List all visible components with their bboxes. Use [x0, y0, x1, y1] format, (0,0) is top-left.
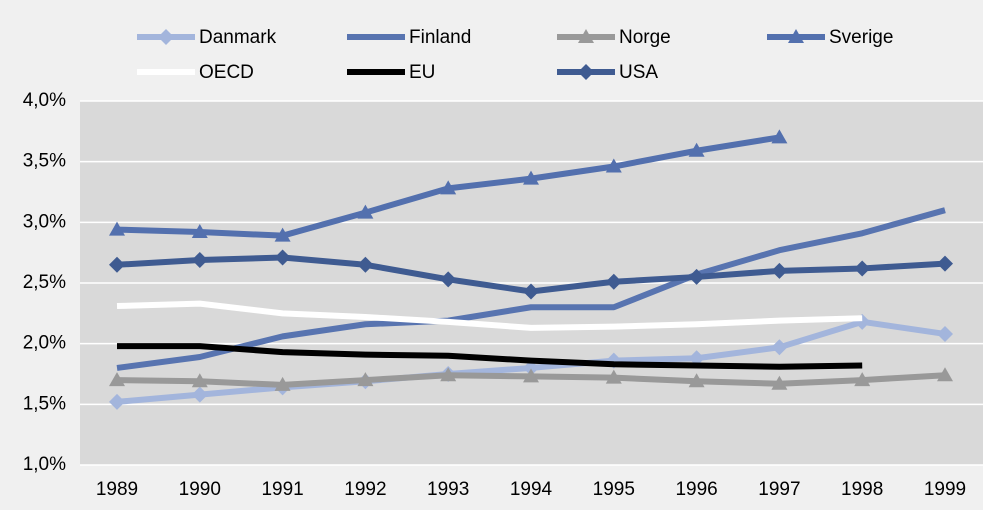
point-marker: [688, 268, 705, 285]
x-tick-label: 1990: [179, 479, 221, 500]
legend-label: EU: [409, 62, 435, 83]
legend-label: USA: [619, 62, 658, 83]
legend-marker: [158, 29, 174, 45]
y-tick-label: 3,0%: [23, 211, 66, 232]
point-marker: [274, 227, 291, 242]
legend-label: OECD: [199, 62, 254, 83]
y-tick-label: 1,0%: [23, 454, 66, 475]
point-marker: [191, 373, 208, 388]
point-marker: [523, 368, 539, 383]
x-tick-label: 1998: [841, 479, 883, 500]
point-marker: [109, 393, 125, 410]
legend-label: Sverige: [829, 27, 893, 48]
x-tick-label: 1994: [510, 479, 553, 500]
point-marker: [191, 386, 208, 403]
x-tick-label: 1995: [593, 479, 635, 500]
y-tick-label: 1,5%: [23, 393, 66, 414]
point-marker: [937, 255, 953, 272]
legend-marker: [788, 29, 804, 43]
point-marker: [191, 224, 208, 239]
point-marker: [688, 373, 705, 388]
legend-label: Finland: [409, 27, 471, 48]
point-marker: [357, 372, 374, 387]
point-marker: [523, 359, 539, 376]
series-line: [117, 343, 863, 370]
point-marker: [771, 339, 788, 356]
point-marker: [357, 256, 374, 273]
point-marker: [523, 170, 539, 185]
point-marker: [854, 260, 871, 277]
point-marker: [605, 273, 622, 290]
legend-label: Norge: [619, 27, 671, 48]
series-line: [116, 207, 946, 371]
x-tick-label: 1991: [261, 479, 303, 500]
x-tick-label: 1999: [924, 479, 966, 500]
point-marker: [440, 180, 457, 195]
x-tick-label: 1989: [96, 479, 138, 500]
point-marker: [771, 262, 788, 279]
y-tick-label: 4,0%: [23, 90, 66, 111]
point-marker: [688, 350, 705, 367]
point-marker: [274, 376, 291, 391]
point-marker: [109, 256, 125, 273]
y-tick-label: 2,5%: [23, 272, 66, 293]
point-marker: [109, 221, 125, 236]
x-tick-label: 1996: [675, 479, 717, 500]
point-marker: [605, 158, 622, 173]
point-marker: [937, 325, 953, 342]
point-marker: [191, 251, 208, 268]
legend-marker: [578, 29, 594, 43]
point-marker: [605, 369, 622, 384]
point-marker: [771, 375, 788, 390]
y-tick-label: 3,5%: [23, 151, 66, 172]
x-tick-label: 1997: [758, 479, 800, 500]
point-marker: [688, 142, 705, 157]
point-marker: [440, 367, 457, 382]
legend-marker: [578, 64, 594, 80]
point-marker: [109, 372, 125, 387]
point-marker: [771, 129, 788, 144]
y-tick-label: 2,0%: [23, 333, 66, 354]
point-marker: [357, 204, 374, 219]
x-tick-label: 1992: [344, 479, 386, 500]
point-marker: [274, 249, 291, 266]
series-line: [116, 300, 863, 331]
x-tick-label: 1993: [427, 479, 469, 500]
point-marker: [854, 372, 871, 387]
legend-label: Danmark: [199, 27, 277, 48]
point-marker: [937, 367, 953, 382]
point-marker: [523, 283, 539, 300]
point-marker: [440, 271, 457, 288]
